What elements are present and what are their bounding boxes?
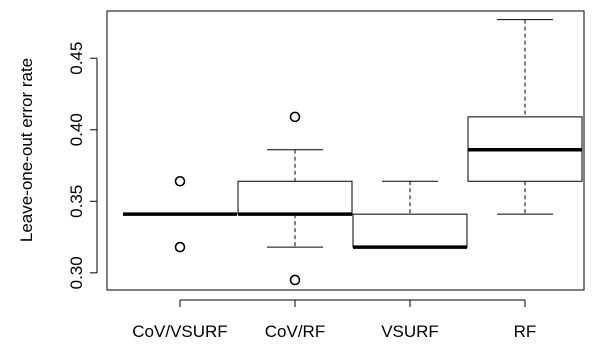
outlier-point	[174, 175, 186, 187]
outlier-point	[289, 274, 301, 286]
y-tick-label: 0.40	[67, 113, 86, 146]
x-tick-label: CoV/RF	[265, 322, 325, 341]
x-tick-label: RF	[514, 322, 537, 341]
x-tick-label: VSURF	[381, 322, 439, 341]
outlier-point	[289, 111, 301, 123]
box-cov-rf	[237, 111, 353, 286]
box-iqr	[237, 180, 353, 215]
box-cov-vsurf	[123, 175, 237, 253]
plot-frame	[106, 10, 585, 291]
outlier-point	[174, 241, 186, 253]
box-vsurf	[352, 180, 468, 249]
y-tick-label: 0.30	[67, 256, 86, 289]
y-axis-label: Leave-one-out error rate	[17, 58, 36, 242]
y-tick-label: 0.35	[67, 185, 86, 218]
box-rf	[467, 19, 583, 215]
y-tick-label: 0.45	[67, 42, 86, 75]
y-axis: 0.30 0.35 0.40 0.45	[67, 42, 98, 289]
box-iqr	[352, 213, 468, 248]
x-tick-label: CoV/VSURF	[132, 322, 227, 341]
x-axis: CoV/VSURF CoV/RF VSURF RF	[132, 299, 537, 341]
boxes	[123, 19, 583, 286]
